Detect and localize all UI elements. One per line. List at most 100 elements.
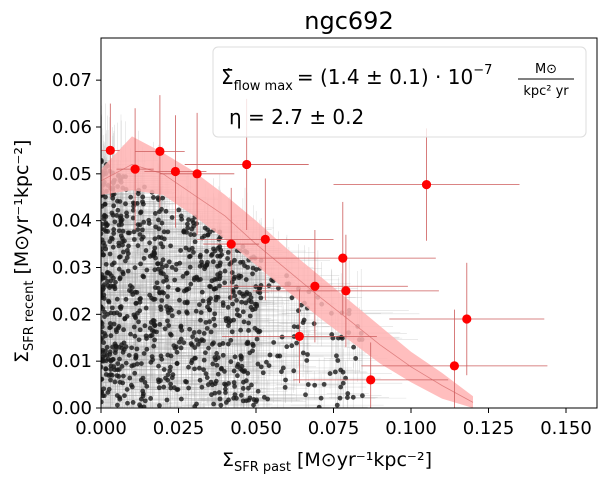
background-point (215, 371, 221, 377)
background-point (119, 363, 125, 369)
flow-unit-numerator: M⊙ (535, 62, 557, 77)
background-point (238, 327, 244, 333)
background-point (178, 336, 184, 342)
background-point (175, 287, 180, 293)
background-point (117, 356, 122, 362)
background-point (137, 327, 143, 333)
background-point (113, 279, 118, 285)
background-point (156, 234, 162, 240)
background-point (205, 382, 211, 388)
background-point (190, 220, 196, 226)
background-point (238, 273, 244, 279)
background-point (241, 319, 247, 325)
y-tick-label: 0.00 (52, 398, 92, 419)
background-point (229, 329, 235, 335)
background-point (143, 248, 149, 253)
background-point (312, 382, 318, 388)
background-point (345, 391, 351, 396)
background-point (187, 264, 193, 270)
background-point (201, 331, 207, 336)
background-point (139, 236, 145, 242)
background-point (112, 367, 118, 373)
background-point (169, 265, 175, 270)
background-point (117, 215, 123, 221)
background-point (109, 235, 114, 241)
background-point (200, 298, 206, 304)
background-point (141, 255, 147, 261)
background-point (101, 159, 104, 165)
background-point (135, 310, 140, 316)
background-point (246, 328, 251, 333)
background-point (138, 377, 144, 383)
background-point (101, 319, 104, 325)
background-point (117, 276, 123, 282)
background-point (102, 314, 107, 320)
background-point (133, 355, 139, 361)
background-point (240, 386, 246, 391)
background-point (187, 326, 193, 332)
x-axis-label: ΣSFR past [M⊙yr⁻¹kpc⁻²] (222, 449, 432, 475)
background-point (247, 395, 253, 401)
binned-point (294, 331, 304, 341)
background-point (159, 220, 165, 226)
background-point (112, 219, 118, 225)
background-point (165, 352, 171, 358)
background-point (168, 385, 174, 391)
background-point (122, 238, 127, 244)
background-point (101, 249, 105, 255)
background-point (156, 209, 162, 215)
background-point (164, 397, 170, 403)
background-point (250, 265, 256, 271)
background-point (101, 296, 107, 301)
background-point (198, 277, 203, 282)
background-point (190, 334, 196, 340)
background-point (212, 311, 218, 317)
background-point (202, 266, 207, 272)
binned-point (338, 253, 348, 263)
background-point (174, 349, 180, 355)
background-point (206, 345, 211, 351)
background-point (245, 370, 251, 376)
background-point (253, 399, 259, 405)
background-point (103, 366, 109, 372)
background-point (106, 386, 112, 392)
background-point (124, 255, 130, 260)
background-point (199, 384, 205, 390)
background-point (138, 404, 144, 408)
background-point (143, 305, 149, 311)
background-point (165, 372, 171, 378)
background-point (196, 329, 202, 335)
background-point (203, 320, 209, 325)
background-point (114, 393, 120, 398)
background-point (125, 400, 130, 406)
background-point (234, 364, 240, 369)
background-point (114, 296, 120, 302)
background-point (158, 307, 164, 312)
background-point (110, 212, 116, 218)
background-point (330, 335, 336, 341)
background-point (188, 232, 194, 237)
background-point (101, 275, 106, 281)
background-point (167, 364, 173, 370)
background-point (127, 375, 133, 381)
background-point (156, 226, 162, 232)
binned-point (242, 159, 252, 170)
y-tick-label: 0.03 (52, 257, 92, 278)
background-point (156, 217, 161, 223)
background-point (217, 260, 223, 266)
background-point (209, 341, 215, 347)
background-point (160, 244, 166, 250)
background-point (220, 341, 226, 346)
background-point (232, 354, 238, 360)
background-point (116, 266, 122, 272)
background-point (155, 261, 161, 267)
background-point (238, 260, 243, 265)
y-axis-subscript: SFR recent (22, 281, 37, 351)
binned-point (260, 234, 270, 244)
background-point (165, 294, 170, 299)
binned-point (170, 166, 180, 177)
background-point (107, 239, 113, 244)
background-point (204, 375, 210, 381)
background-point (191, 249, 196, 255)
background-point (101, 240, 106, 246)
